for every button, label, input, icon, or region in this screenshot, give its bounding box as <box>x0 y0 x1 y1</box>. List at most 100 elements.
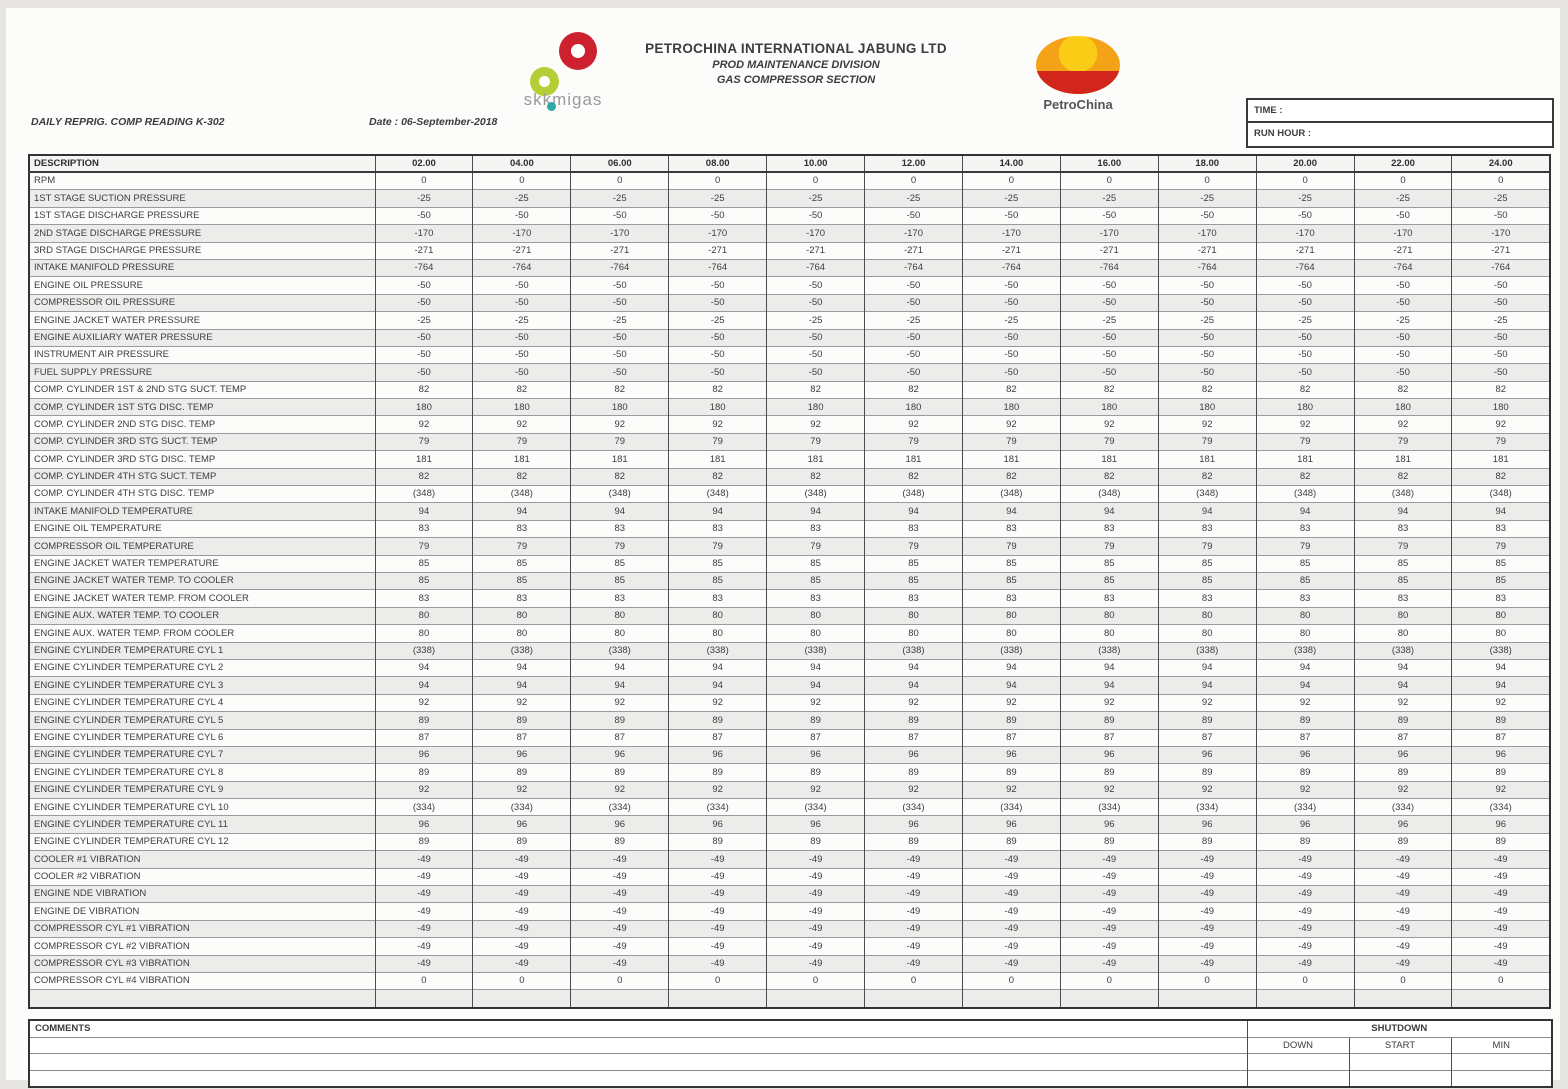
reading-value-cell: 0 <box>1353 171 1452 190</box>
reading-value-cell: 85 <box>668 554 767 573</box>
reading-value-cell: -25 <box>1157 189 1257 208</box>
reading-value-cell: -49 <box>1255 954 1355 973</box>
table-row: ENGINE DE VIBRATION -49 -49 -49 -49 -49 -49 -49… <box>29 902 1550 921</box>
reading-value-cell: -25 <box>472 311 571 330</box>
reading-value-cell: 80 <box>1255 606 1355 625</box>
reading-value-cell: 79 <box>1255 432 1355 451</box>
reading-value-cell: 92 <box>1353 415 1452 434</box>
reading-value-cell: (334) <box>1451 798 1550 816</box>
row-description: ENGINE CYLINDER TEMPERATURE CYL 1 <box>29 641 375 660</box>
reading-value-cell: 82 <box>472 380 571 399</box>
reading-value-cell: 82 <box>766 380 865 399</box>
reading-value-cell <box>1157 989 1257 1008</box>
reading-value-cell: 92 <box>1157 693 1257 712</box>
reading-value-cell: 96 <box>1451 815 1550 834</box>
row-description: ENGINE JACKET WATER PRESSURE <box>29 311 375 330</box>
reading-value-cell: 79 <box>1157 432 1257 451</box>
reading-value-cell: 83 <box>668 589 767 608</box>
reading-value-cell: -49 <box>1059 902 1159 921</box>
reading-value-cell: 79 <box>1059 537 1159 556</box>
reading-value-cell: 92 <box>961 415 1061 434</box>
reading-value-cell: -49 <box>1157 919 1257 938</box>
reading-value-cell: 0 <box>1157 171 1257 190</box>
table-row: ENGINE CYLINDER TEMPERATURE CYL 3 94 94 94 9… <box>29 676 1550 695</box>
table-row: ENGINE CYLINDER TEMPERATURE CYL 7 96 96 96 9… <box>29 745 1550 764</box>
reading-value-cell: -25 <box>766 189 865 208</box>
reading-value-cell: (334) <box>472 798 571 816</box>
reading-value-cell: 92 <box>766 415 865 434</box>
reading-value-cell: -49 <box>1157 850 1257 869</box>
reading-value-cell: 85 <box>1255 554 1355 573</box>
petrochina-wordmark: PetroChina <box>1043 97 1113 112</box>
reading-value-cell: -271 <box>472 241 571 260</box>
reading-value-cell: (338) <box>1353 641 1452 660</box>
reading-value-cell: 83 <box>570 589 669 608</box>
reading-value-cell: -50 <box>668 328 767 347</box>
table-row: ENGINE JACKET WATER TEMPERATURE 85 85 85 85 8… <box>29 554 1550 573</box>
reading-value-cell: -50 <box>374 363 473 382</box>
reading-value-cell: 92 <box>961 780 1061 799</box>
reading-value-cell: -49 <box>668 885 767 903</box>
reading-value-cell: -50 <box>472 293 571 312</box>
reading-value-cell: -50 <box>1255 328 1355 347</box>
reading-value-cell: (334) <box>570 798 669 816</box>
reading-value-cell: 181 <box>1451 450 1550 469</box>
reading-value-cell: -170 <box>1255 224 1355 243</box>
reading-value-cell: 96 <box>1353 815 1452 834</box>
reading-value-cell: -271 <box>1157 241 1257 260</box>
reading-value-cell: -25 <box>668 189 767 208</box>
reading-value-cell: -50 <box>1353 363 1452 382</box>
reading-value-cell: -50 <box>668 345 767 364</box>
reading-value-cell: -49 <box>1353 954 1452 973</box>
shutdown-cell <box>1450 1053 1552 1070</box>
reading-value-cell: -49 <box>1451 919 1550 938</box>
reading-value-cell: -50 <box>961 276 1061 295</box>
reading-value-cell: -49 <box>766 937 865 956</box>
reading-value-cell: 180 <box>1059 398 1159 416</box>
reading-value-cell: 181 <box>766 450 865 469</box>
reading-value-cell: 181 <box>864 450 963 469</box>
reading-value-cell: 85 <box>1157 571 1257 590</box>
row-description: ENGINE CYLINDER TEMPERATURE CYL 4 <box>29 693 375 712</box>
comments-line <box>29 1069 1247 1087</box>
reading-value-cell: -25 <box>864 189 963 208</box>
reading-value-cell: -49 <box>1059 867 1159 886</box>
run-hour-field: RUN HOUR : <box>1254 128 1311 139</box>
reading-value-cell: 181 <box>1059 450 1159 469</box>
reading-value-cell: -49 <box>570 902 669 921</box>
reading-value-cell: 80 <box>374 624 473 643</box>
reading-value-cell: 89 <box>668 711 767 729</box>
table-row: INSTRUMENT AIR PRESSURE -50 -50 -50 -50 -50 -5… <box>29 345 1550 364</box>
skkmigas-red-flower-icon <box>559 32 597 70</box>
reading-value-cell: 83 <box>766 589 865 608</box>
reading-value-cell: 94 <box>570 658 669 677</box>
reading-value-cell: 85 <box>1157 554 1257 573</box>
reading-value-cell: 89 <box>472 832 571 851</box>
reading-value-cell: 96 <box>374 745 473 764</box>
reading-value-cell: -50 <box>1157 328 1257 347</box>
reading-value-cell: 0 <box>1157 971 1257 990</box>
reading-value-cell: 96 <box>668 745 767 764</box>
reading-value-cell: -50 <box>1059 276 1159 295</box>
reading-value-cell: 89 <box>1059 763 1159 782</box>
reading-value-cell: -50 <box>1059 293 1159 312</box>
reading-value-cell: -271 <box>1451 241 1550 260</box>
reading-value-cell: 85 <box>1353 554 1452 573</box>
reading-value-cell: -49 <box>472 885 571 903</box>
reading-value-cell: 80 <box>961 606 1061 625</box>
table-row: ENGINE JACKET WATER PRESSURE -25 -25 -25 -25… <box>29 311 1550 330</box>
reading-value-cell: 80 <box>570 624 669 643</box>
reading-value-cell: -50 <box>1255 345 1355 364</box>
table-row: ENGINE JACKET WATER TEMP. TO COOLER 85 85 8… <box>29 571 1550 590</box>
reading-value-cell: -49 <box>570 850 669 869</box>
time-column-header: 20.00 <box>1255 155 1355 173</box>
reading-value-cell: -25 <box>570 189 669 208</box>
reading-value-cell: -25 <box>570 311 669 330</box>
reading-value-cell: 89 <box>961 711 1061 729</box>
row-description: COOLER #1 VIBRATION <box>29 850 375 869</box>
reading-value-cell: (338) <box>1451 641 1550 660</box>
reading-value-cell <box>472 989 571 1008</box>
reading-value-cell: 180 <box>668 398 767 416</box>
reading-value-cell: 82 <box>1059 467 1159 486</box>
reading-value-cell: 85 <box>374 571 473 590</box>
